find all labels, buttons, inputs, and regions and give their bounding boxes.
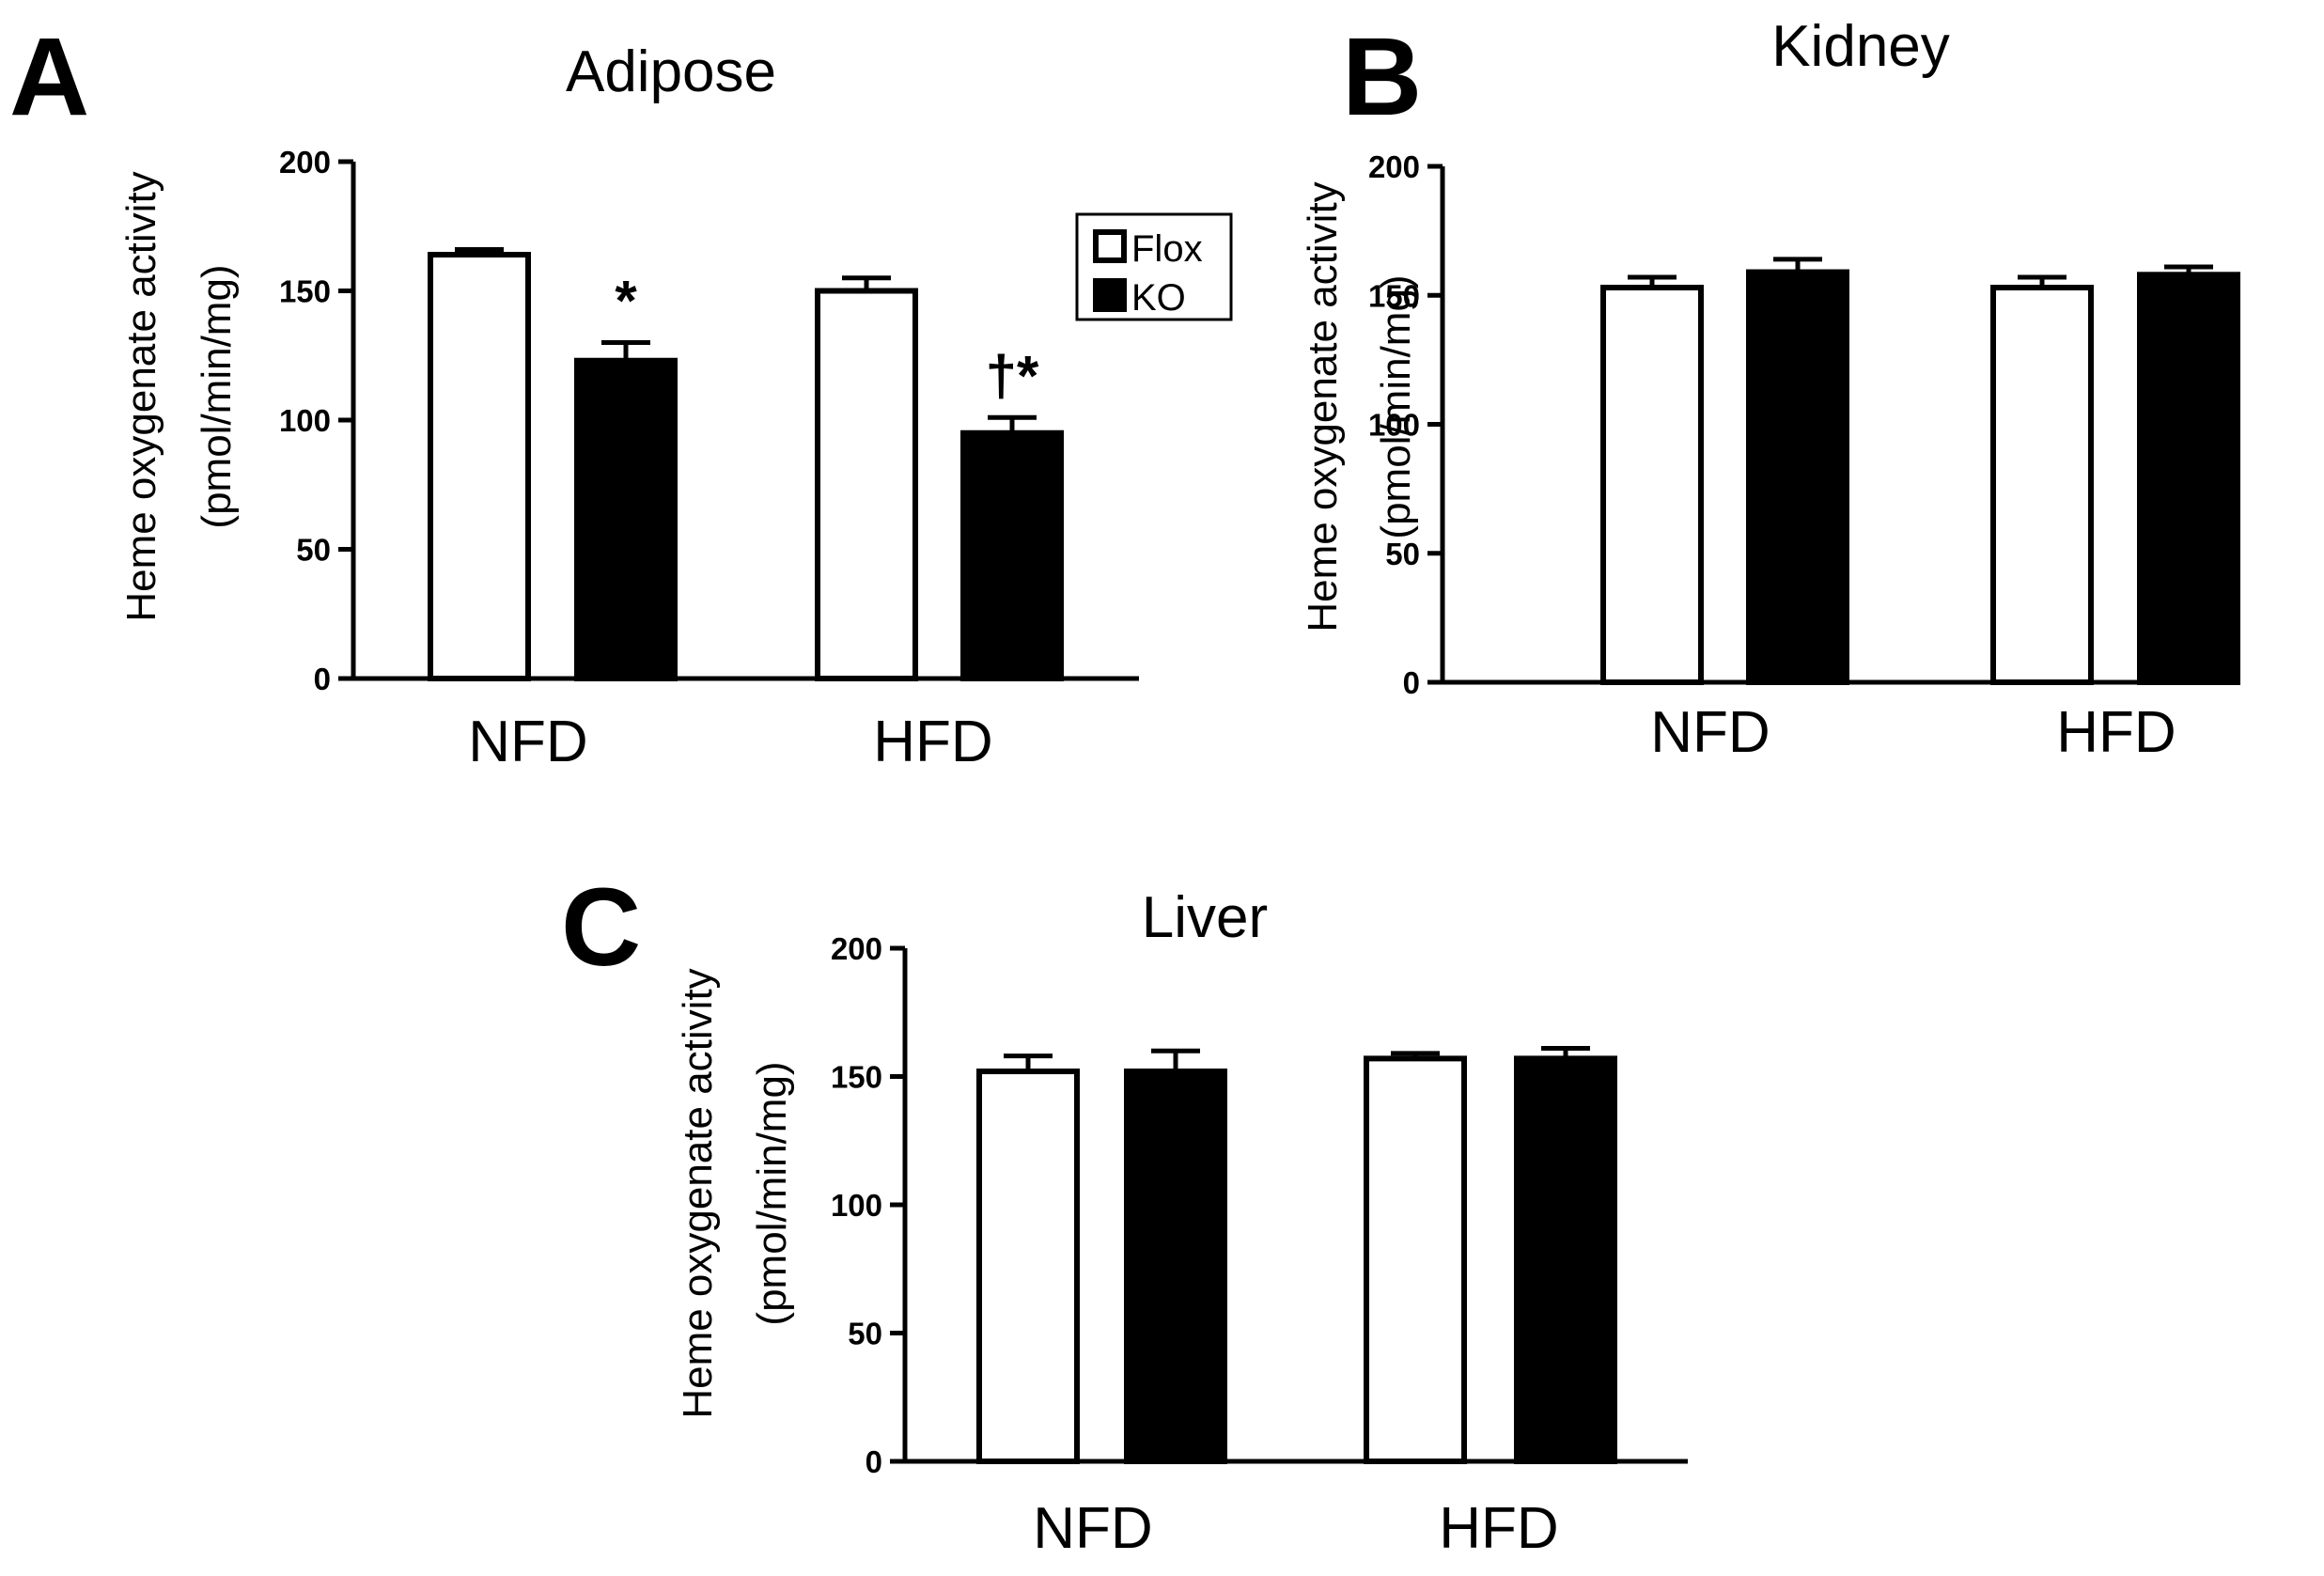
x-category-label: HFD — [873, 710, 992, 774]
legend-label-flox: Flox — [1131, 228, 1203, 270]
y-tick-label: 150 — [831, 1060, 882, 1095]
y-axis-unit-label: (pmol/min/mg) — [194, 264, 240, 528]
legend-swatch-flox — [1093, 229, 1127, 263]
bar-ko-nfd — [1746, 269, 1849, 685]
panel-title: Adipose — [566, 39, 776, 104]
panel-letter: A — [9, 15, 89, 139]
panel-c: C Liver Heme oxygenate activity (pmol/min/m… — [561, 866, 1688, 1561]
y-tick-label: 100 — [1368, 408, 1420, 443]
bar-ko-hfd — [2137, 272, 2240, 685]
x-category-label: NFD — [1033, 1496, 1152, 1561]
bar-ko-nfd — [574, 357, 678, 681]
legend-swatch-ko — [1093, 278, 1127, 312]
bar-flox-hfd — [1364, 1055, 1467, 1464]
y-tick-label: 0 — [314, 662, 331, 696]
significance-marker: †* — [986, 344, 1039, 407]
bar-ko-nfd — [1124, 1069, 1227, 1465]
bar-flox-nfd — [428, 252, 531, 681]
y-tick-label: 50 — [848, 1317, 882, 1351]
legend: Flox KO — [1075, 212, 1233, 321]
y-axis-unit-label: (pmol/min/mg) — [749, 1061, 795, 1325]
bar-flox-hfd — [815, 288, 918, 681]
bar-ko-hfd — [1514, 1055, 1617, 1464]
panel-b: B Kidney Heme oxygenate activity (pmol/min/… — [1300, 14, 2240, 765]
panel-letter: B — [1342, 15, 1422, 139]
bar-flox-hfd — [1990, 285, 2094, 685]
x-category-label: NFD — [1650, 700, 1770, 765]
x-category-label: HFD — [1439, 1496, 1558, 1561]
x-category-label: HFD — [2056, 700, 2176, 765]
panel-title: Liver — [1142, 885, 1268, 950]
y-axis-unit-label: (pmol/min/mg) — [1373, 274, 1419, 538]
y-tick-label: 200 — [1368, 149, 1420, 184]
bar-ko-hfd — [960, 429, 1064, 681]
panel-a: A Adipose Heme oxygenate activity (pmol/min… — [9, 15, 1233, 774]
y-tick-label: 200 — [279, 145, 331, 179]
y-axis-label: Heme oxygenate activity — [118, 171, 164, 621]
y-tick-label: 0 — [866, 1444, 882, 1479]
y-tick-label: 50 — [296, 533, 331, 568]
y-tick-label: 150 — [279, 274, 331, 309]
panel-letter: C — [561, 866, 641, 990]
y-axis-label: Heme oxygenate activity — [1300, 181, 1346, 632]
y-tick-label: 100 — [279, 403, 331, 438]
bar-flox-nfd — [1600, 285, 1704, 685]
panel-title: Kidney — [1771, 14, 1950, 79]
y-tick-label: 200 — [831, 931, 882, 966]
y-tick-label: 150 — [1368, 278, 1420, 313]
bar-flox-nfd — [976, 1069, 1080, 1465]
significance-marker: * — [615, 270, 637, 333]
y-tick-label: 50 — [1385, 537, 1420, 571]
legend-label-ko: KO — [1131, 277, 1186, 319]
y-tick-label: 0 — [1403, 665, 1420, 700]
x-category-label: NFD — [468, 710, 587, 774]
y-axis-label: Heme oxygenate activity — [675, 968, 721, 1418]
y-tick-label: 100 — [831, 1188, 882, 1223]
